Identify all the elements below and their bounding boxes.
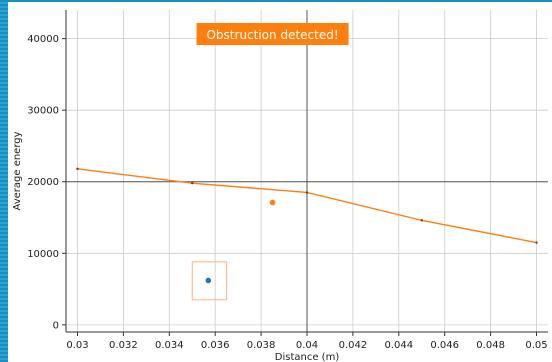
y-tick-label: 40000: [27, 34, 59, 45]
scatter-point: [269, 199, 276, 206]
tick-labels: 0.03 0.032 0.034 0.036 0.038 0.04 0.042 0.044 0.…: [27, 34, 547, 351]
markers-layer: [191, 199, 276, 301]
energy-chart: 0.03 0.032 0.034 0.036 0.038 0.04 0.042 0.044 0.…: [12, 10, 548, 362]
x-tick-label: 0.044: [384, 340, 413, 351]
x-tick-label: 0.032: [109, 340, 138, 351]
x-tick-label: 0.03: [66, 340, 88, 351]
plot-panel: 0.03 0.032 0.034 0.036 0.038 0.04 0.042 0.044 0.…: [8, 2, 552, 362]
x-tick-label: 0.048: [476, 340, 505, 351]
x-tick-label: 0.05: [525, 340, 547, 351]
grid-lines: [66, 10, 548, 332]
y-tick-label: 0: [53, 320, 59, 331]
highlight-box: [191, 261, 228, 301]
y-tick-label: 10000: [27, 249, 59, 260]
banner-text: Obstruction detected!: [206, 28, 338, 42]
energy-series-point: [191, 181, 194, 185]
x-tick-label: 0.042: [339, 340, 368, 351]
energy-series-point: [305, 191, 309, 194]
y-tick-label: 30000: [27, 106, 59, 117]
x-tick-label: 0.034: [155, 340, 184, 351]
x-tick-label: 0.036: [201, 340, 230, 351]
y-axis-label: Average energy: [12, 131, 23, 210]
x-tick-label: 0.038: [247, 340, 276, 351]
x-axis-label: Distance (m): [275, 352, 340, 362]
axes: [62, 10, 548, 336]
energy-series-point: [535, 241, 538, 244]
energy-series-point: [76, 167, 79, 171]
obstruction-banner: Obstruction detected!: [196, 23, 349, 45]
series-layer: [76, 167, 538, 244]
y-tick-label: 20000: [27, 177, 59, 188]
x-tick-label: 0.04: [296, 340, 318, 351]
banner-background: [196, 23, 349, 45]
x-tick-label: 0.046: [430, 340, 459, 351]
energy-series-point: [420, 219, 423, 222]
scatter-point: [205, 277, 212, 284]
